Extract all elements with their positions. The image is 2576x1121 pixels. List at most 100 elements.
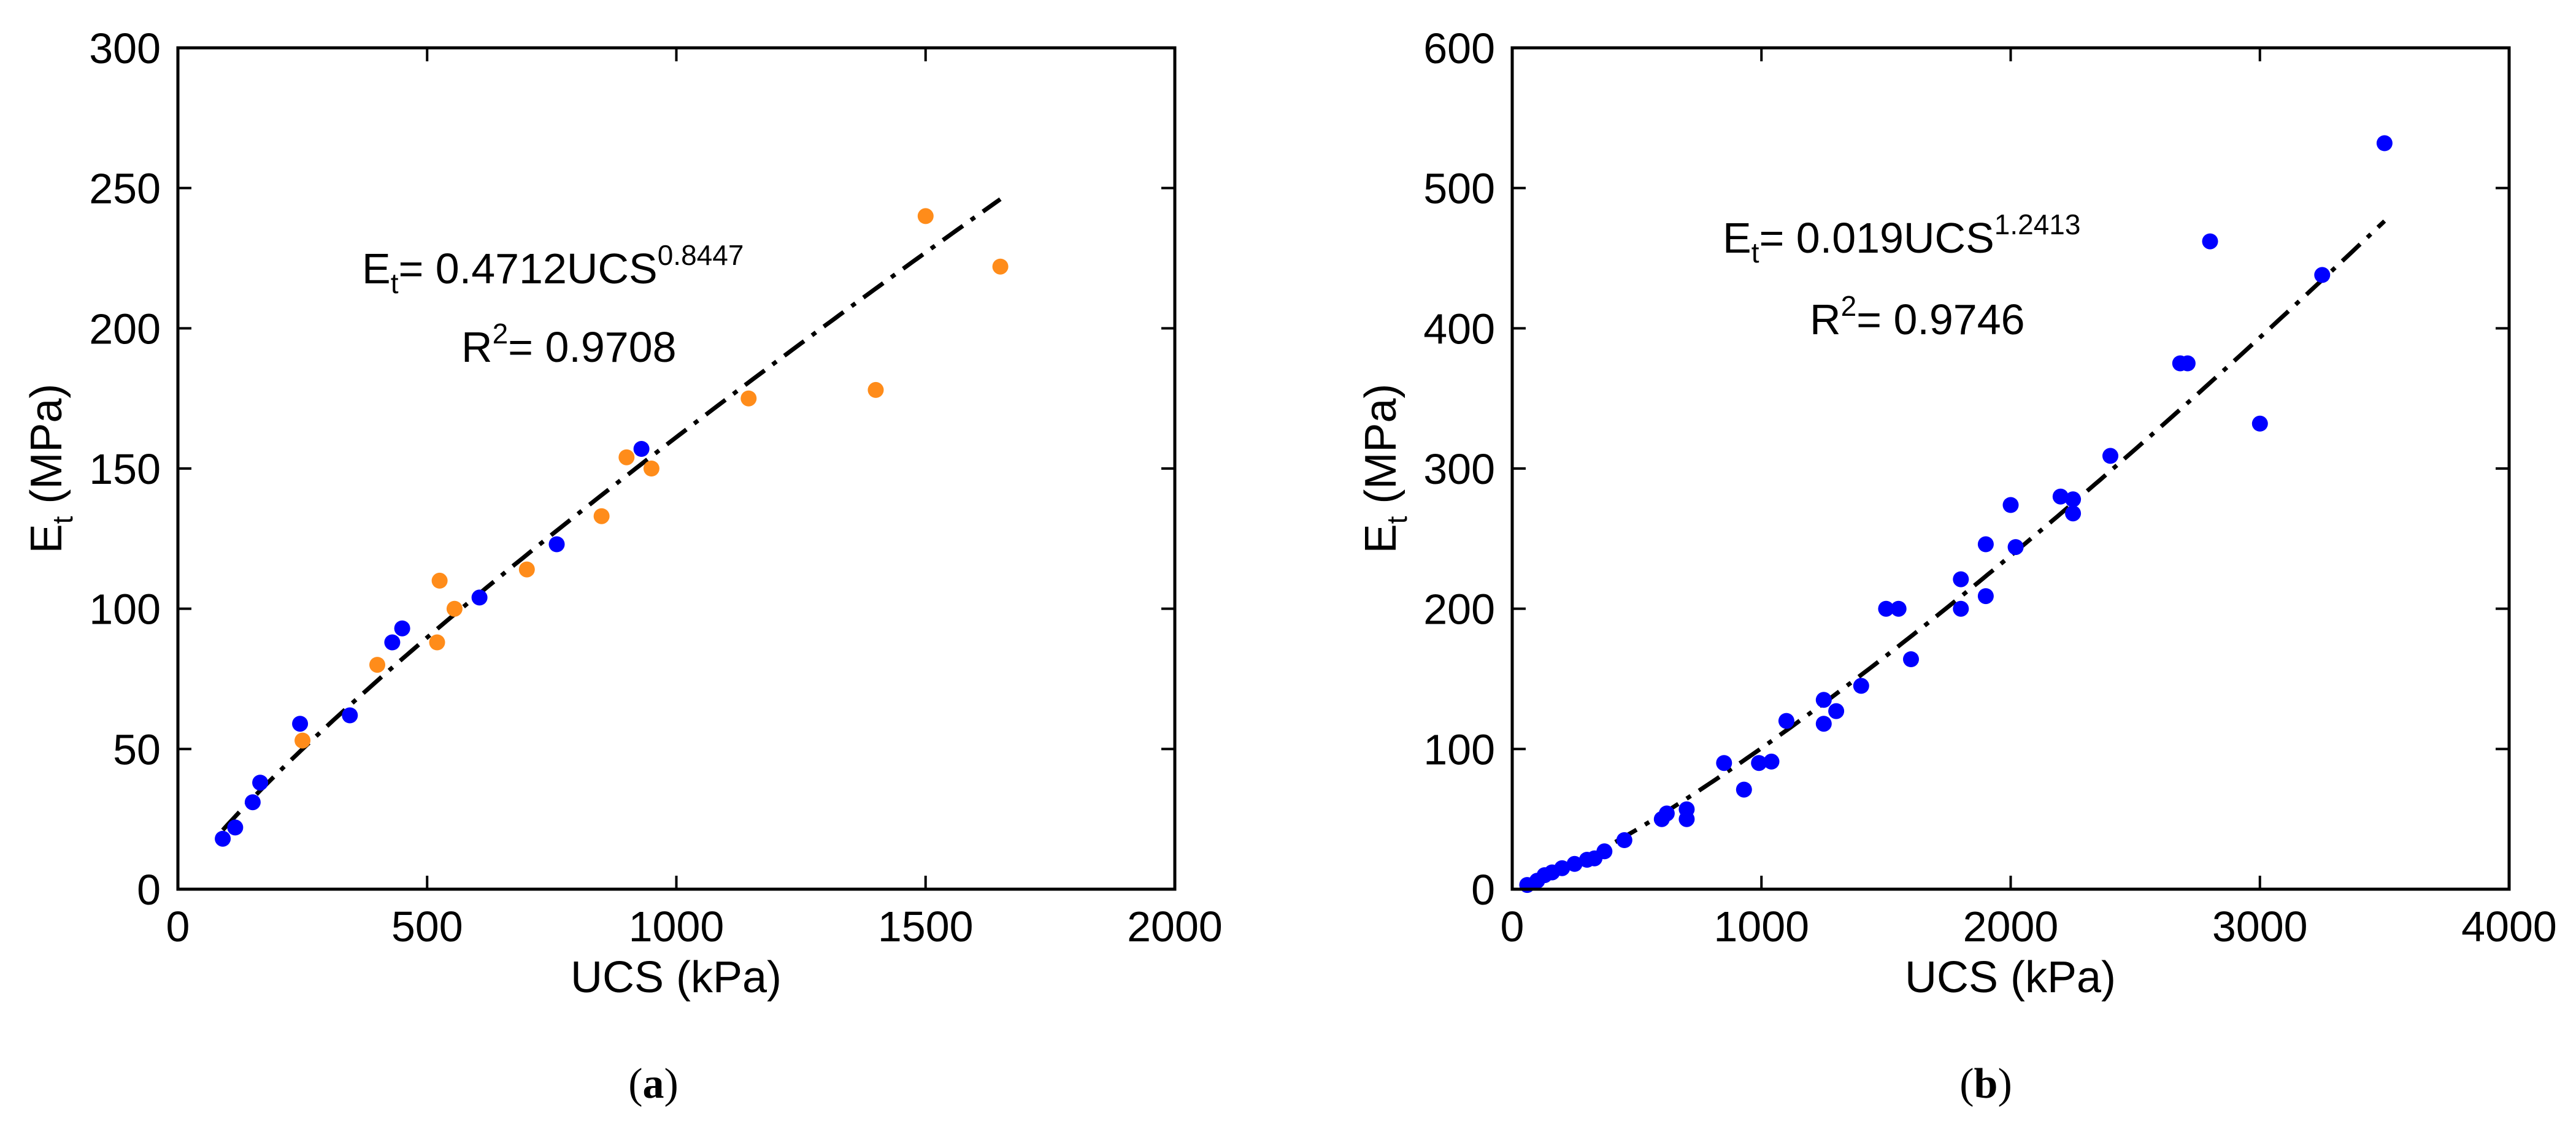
- x-tick-label: 1000: [629, 903, 725, 951]
- fit-equation: Et= 0.019UCS1.2413: [1723, 209, 2080, 269]
- y-tick-label: 500: [1423, 165, 1495, 213]
- x-tick-label: 1000: [1713, 903, 1809, 951]
- data-point-blue: [1828, 703, 1845, 719]
- x-axis-title: UCS (kPa): [571, 953, 782, 1002]
- data-point-blue: [2052, 488, 2069, 505]
- x-tick-label: 3000: [2212, 903, 2308, 951]
- data-point-blue: [1890, 600, 1907, 617]
- y-tick-label: 150: [89, 445, 161, 493]
- data-point-blue: [1815, 716, 1832, 732]
- y-tick-label: 0: [1471, 866, 1495, 914]
- plot-frame: [1510, 46, 2511, 891]
- y-tick-label: 400: [1423, 305, 1495, 353]
- data-point-blue: [1596, 843, 1613, 860]
- x-tick-label: 500: [391, 903, 463, 951]
- data-point-blue: [2065, 491, 2082, 508]
- data-point-blue: [2202, 233, 2218, 250]
- data-point-blue: [1977, 588, 1994, 605]
- y-tick-label: 300: [1423, 445, 1495, 493]
- scatter-points-layer: [1519, 135, 2393, 893]
- data-point-blue: [244, 794, 261, 811]
- data-point-blue: [394, 620, 410, 637]
- data-point-blue: [252, 775, 269, 791]
- data-point-blue: [2251, 415, 2268, 432]
- data-point-blue: [2002, 497, 2019, 513]
- y-tick-label: 600: [1423, 25, 1495, 72]
- y-tick-label: 0: [137, 866, 161, 914]
- x-tick-label: 2000: [1127, 903, 1223, 951]
- data-point-orange: [643, 461, 659, 476]
- axis-ticks: 0 500 1000 1500 2000 0 50 100 150 200 250 300: [89, 25, 1223, 951]
- data-point-blue: [633, 441, 650, 457]
- data-point-blue: [1736, 781, 1752, 798]
- data-point-blue: [1763, 753, 1780, 770]
- data-point-blue: [1878, 600, 1894, 617]
- x-tick-label: 0: [1501, 903, 1524, 951]
- y-tick-label: 100: [89, 586, 161, 633]
- y-axis-title: Et (MPa): [22, 384, 79, 554]
- data-point-orange: [917, 208, 934, 224]
- data-point-blue: [1554, 860, 1571, 876]
- fit-curve: [221, 197, 1002, 832]
- data-point-blue: [1903, 651, 1919, 667]
- data-point-orange: [867, 381, 884, 398]
- data-point-blue: [1678, 801, 1695, 817]
- data-point-orange: [369, 657, 385, 673]
- data-point-blue: [1953, 571, 1969, 587]
- y-tick-label: 100: [1423, 725, 1495, 773]
- panel-caption: (b): [1959, 1060, 2012, 1108]
- scatter-points-layer: [215, 208, 1009, 847]
- data-point-blue: [1977, 536, 1994, 553]
- data-point-blue: [342, 707, 358, 724]
- panel-caption: (a): [628, 1060, 679, 1108]
- data-point-blue: [1658, 805, 1675, 822]
- panel-a: 0 500 1000 1500 2000 0 50 100 150 200 250 300 UCS (…: [22, 25, 1223, 1108]
- data-point-blue: [2376, 135, 2393, 151]
- y-tick-label: 250: [89, 165, 161, 213]
- data-point-blue: [227, 819, 244, 836]
- x-tick-label: 4000: [2461, 903, 2557, 951]
- data-point-blue: [292, 716, 309, 732]
- data-point-blue: [2314, 267, 2331, 283]
- y-tick-label: 300: [89, 25, 161, 72]
- data-point-blue: [1953, 600, 1969, 617]
- plot-frame: [176, 46, 1177, 891]
- data-point-blue: [1616, 832, 1632, 848]
- data-point-blue: [2007, 539, 2024, 556]
- x-axis-title: UCS (kPa): [1905, 953, 2116, 1002]
- x-tick-label: 0: [166, 903, 190, 951]
- data-point-blue: [215, 830, 231, 847]
- data-point-orange: [618, 449, 635, 465]
- data-point-orange: [593, 508, 610, 524]
- axis-ticks: 0 1000 2000 3000 4000 0 100 200 300 400 500 600: [1423, 25, 2557, 951]
- data-point-orange: [992, 258, 1009, 275]
- r-squared-label: R2= 0.9746: [1810, 290, 2025, 343]
- data-point-orange: [740, 390, 757, 407]
- panel-b: 0 1000 2000 3000 4000 0 100 200 300 400 500 600 UCS…: [1356, 25, 2557, 1108]
- data-point-orange: [446, 600, 463, 617]
- y-axis-title: Et (MPa): [1356, 384, 1413, 554]
- data-point-blue: [2065, 505, 2082, 522]
- y-tick-label: 50: [113, 725, 161, 773]
- data-point-orange: [429, 634, 445, 651]
- data-point-blue: [384, 634, 401, 651]
- y-tick-label: 200: [89, 305, 161, 353]
- data-point-orange: [431, 572, 448, 589]
- data-point-orange: [518, 561, 535, 578]
- x-tick-label: 2000: [1963, 903, 2059, 951]
- x-tick-label: 1500: [878, 903, 974, 951]
- data-point-blue: [1751, 755, 1767, 771]
- data-point-blue: [1566, 855, 1583, 872]
- data-point-blue: [2179, 355, 2196, 372]
- r-squared-label: R2= 0.9708: [461, 318, 677, 371]
- data-point-blue: [548, 536, 565, 553]
- data-point-blue: [1815, 692, 1832, 708]
- data-point-blue: [1853, 678, 1869, 694]
- y-tick-label: 200: [1423, 586, 1495, 633]
- data-point-blue: [2102, 448, 2118, 464]
- fit-equation: Et= 0.4712UCS0.8447: [362, 239, 744, 299]
- data-point-blue: [471, 589, 488, 606]
- data-point-orange: [294, 732, 311, 749]
- data-point-blue: [1778, 713, 1794, 729]
